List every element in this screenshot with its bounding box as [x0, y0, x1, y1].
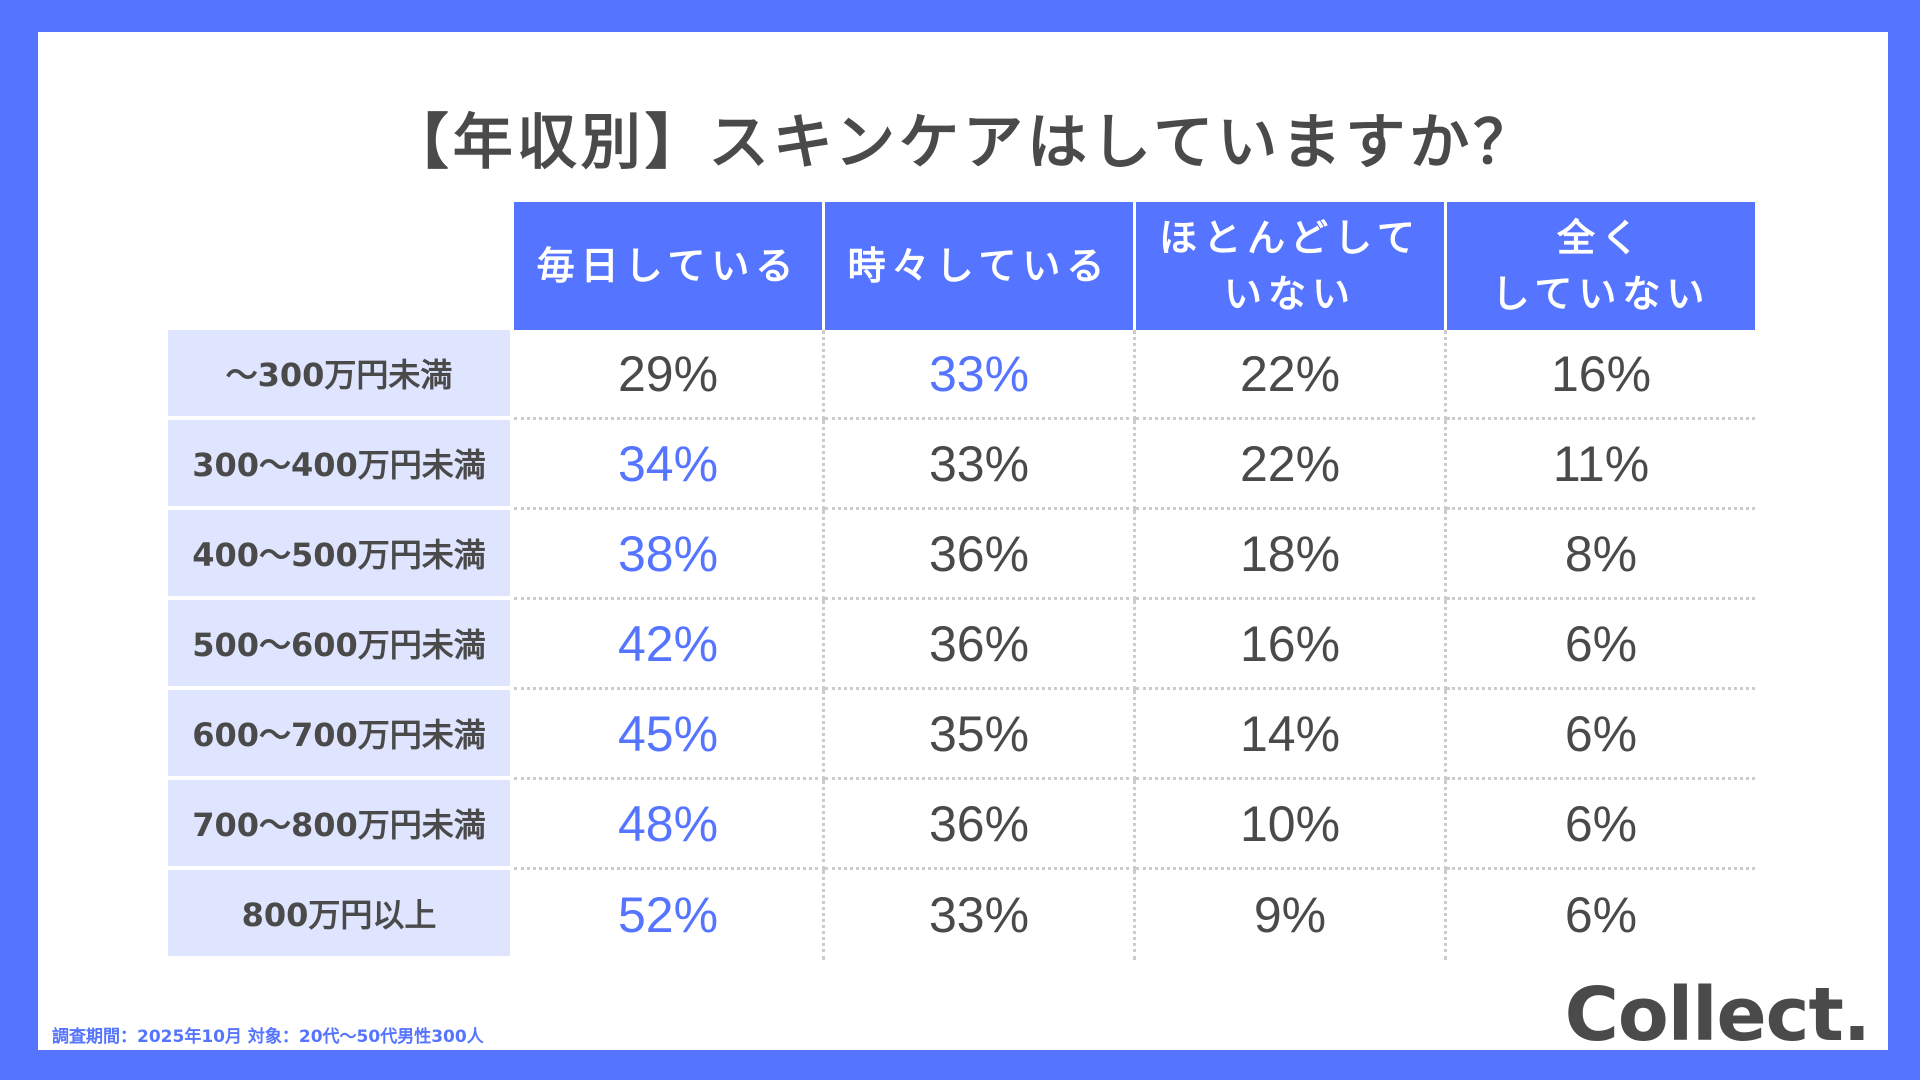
value-cell: 16% [1136, 600, 1447, 690]
column-header: 毎日している [514, 202, 825, 330]
row-label: 500〜600万円未満 [168, 600, 514, 690]
value-cell: 36% [825, 600, 1136, 690]
value-cell: 22% [1136, 420, 1447, 510]
table-body: 〜300万円未満 29% 33% 22% 16% 300〜400万円未満 34% 33% 22%… [168, 330, 1755, 960]
value-cell: 52% [514, 870, 825, 960]
table-row: 400〜500万円未満 38% 36% 18% 8% [168, 510, 1755, 600]
column-header: 時々している [825, 202, 1136, 330]
value-cell: 36% [825, 780, 1136, 870]
page-title: 【年収別】スキンケアはしていますか？ [388, 108, 1538, 178]
value-cell: 14% [1136, 690, 1447, 780]
row-label: 700〜800万円未満 [168, 780, 514, 870]
value-cell: 29% [514, 330, 825, 420]
value-cell: 8% [1447, 510, 1755, 600]
value-cell: 22% [1136, 330, 1447, 420]
value-cell: 33% [825, 870, 1136, 960]
table-row: 800万円以上 52% 33% 9% 6% [168, 870, 1755, 960]
table-row: 500〜600万円未満 42% 36% 16% 6% [168, 600, 1755, 690]
table-row: 600〜700万円未満 45% 35% 14% 6% [168, 690, 1755, 780]
column-header: 全く していない [1447, 202, 1755, 330]
value-cell: 18% [1136, 510, 1447, 600]
value-cell: 10% [1136, 780, 1447, 870]
value-cell: 6% [1564, 887, 1638, 943]
survey-note: 調査期間：2025年10月 対象：20代〜50代男性300人 [52, 1027, 484, 1047]
value-cell: 11% [1447, 420, 1755, 510]
row-label: 300〜400万円未満 [168, 420, 514, 510]
value-cell: 42% [514, 600, 825, 690]
card: 【年収別】スキンケアはしていますか？ 毎日している 時々している ほとんどして … [38, 32, 1888, 1058]
value-cell: 9% [1136, 870, 1447, 960]
value-cell: 34% [514, 420, 825, 510]
brand-logo: Collect. [1564, 972, 1871, 1058]
header-row: 毎日している 時々している ほとんどして いない 全く していない [168, 202, 1755, 330]
value-cell: 38% [514, 510, 825, 600]
column-header: ほとんどして いない [1136, 202, 1447, 330]
value-cell: 6% [1447, 690, 1755, 780]
results-table: 毎日している 時々している ほとんどして いない 全く していない 〜300万円… [168, 202, 1755, 960]
corner-cell [168, 202, 514, 330]
table-row: 700〜800万円未満 48% 36% 10% 6% [168, 780, 1755, 870]
table-row: 〜300万円未満 29% 33% 22% 16% [168, 330, 1755, 420]
value-cell: 45% [514, 690, 825, 780]
row-label: 600〜700万円未満 [168, 690, 514, 780]
value-cell: 36% [825, 510, 1136, 600]
row-label: 400〜500万円未満 [168, 510, 514, 600]
value-cell: 6% [1447, 780, 1755, 870]
row-label: 〜300万円未満 [168, 330, 514, 420]
table-row: 300〜400万円未満 34% 33% 22% 11% [168, 420, 1755, 510]
value-cell: 6% [1447, 600, 1755, 690]
value-cell: 33% [825, 330, 1136, 420]
value-cell: 33% [825, 420, 1136, 510]
value-cell: 35% [825, 690, 1136, 780]
value-cell: 16% [1447, 330, 1755, 420]
value-cell: 48% [514, 780, 825, 870]
row-label: 800万円以上 [168, 870, 514, 960]
